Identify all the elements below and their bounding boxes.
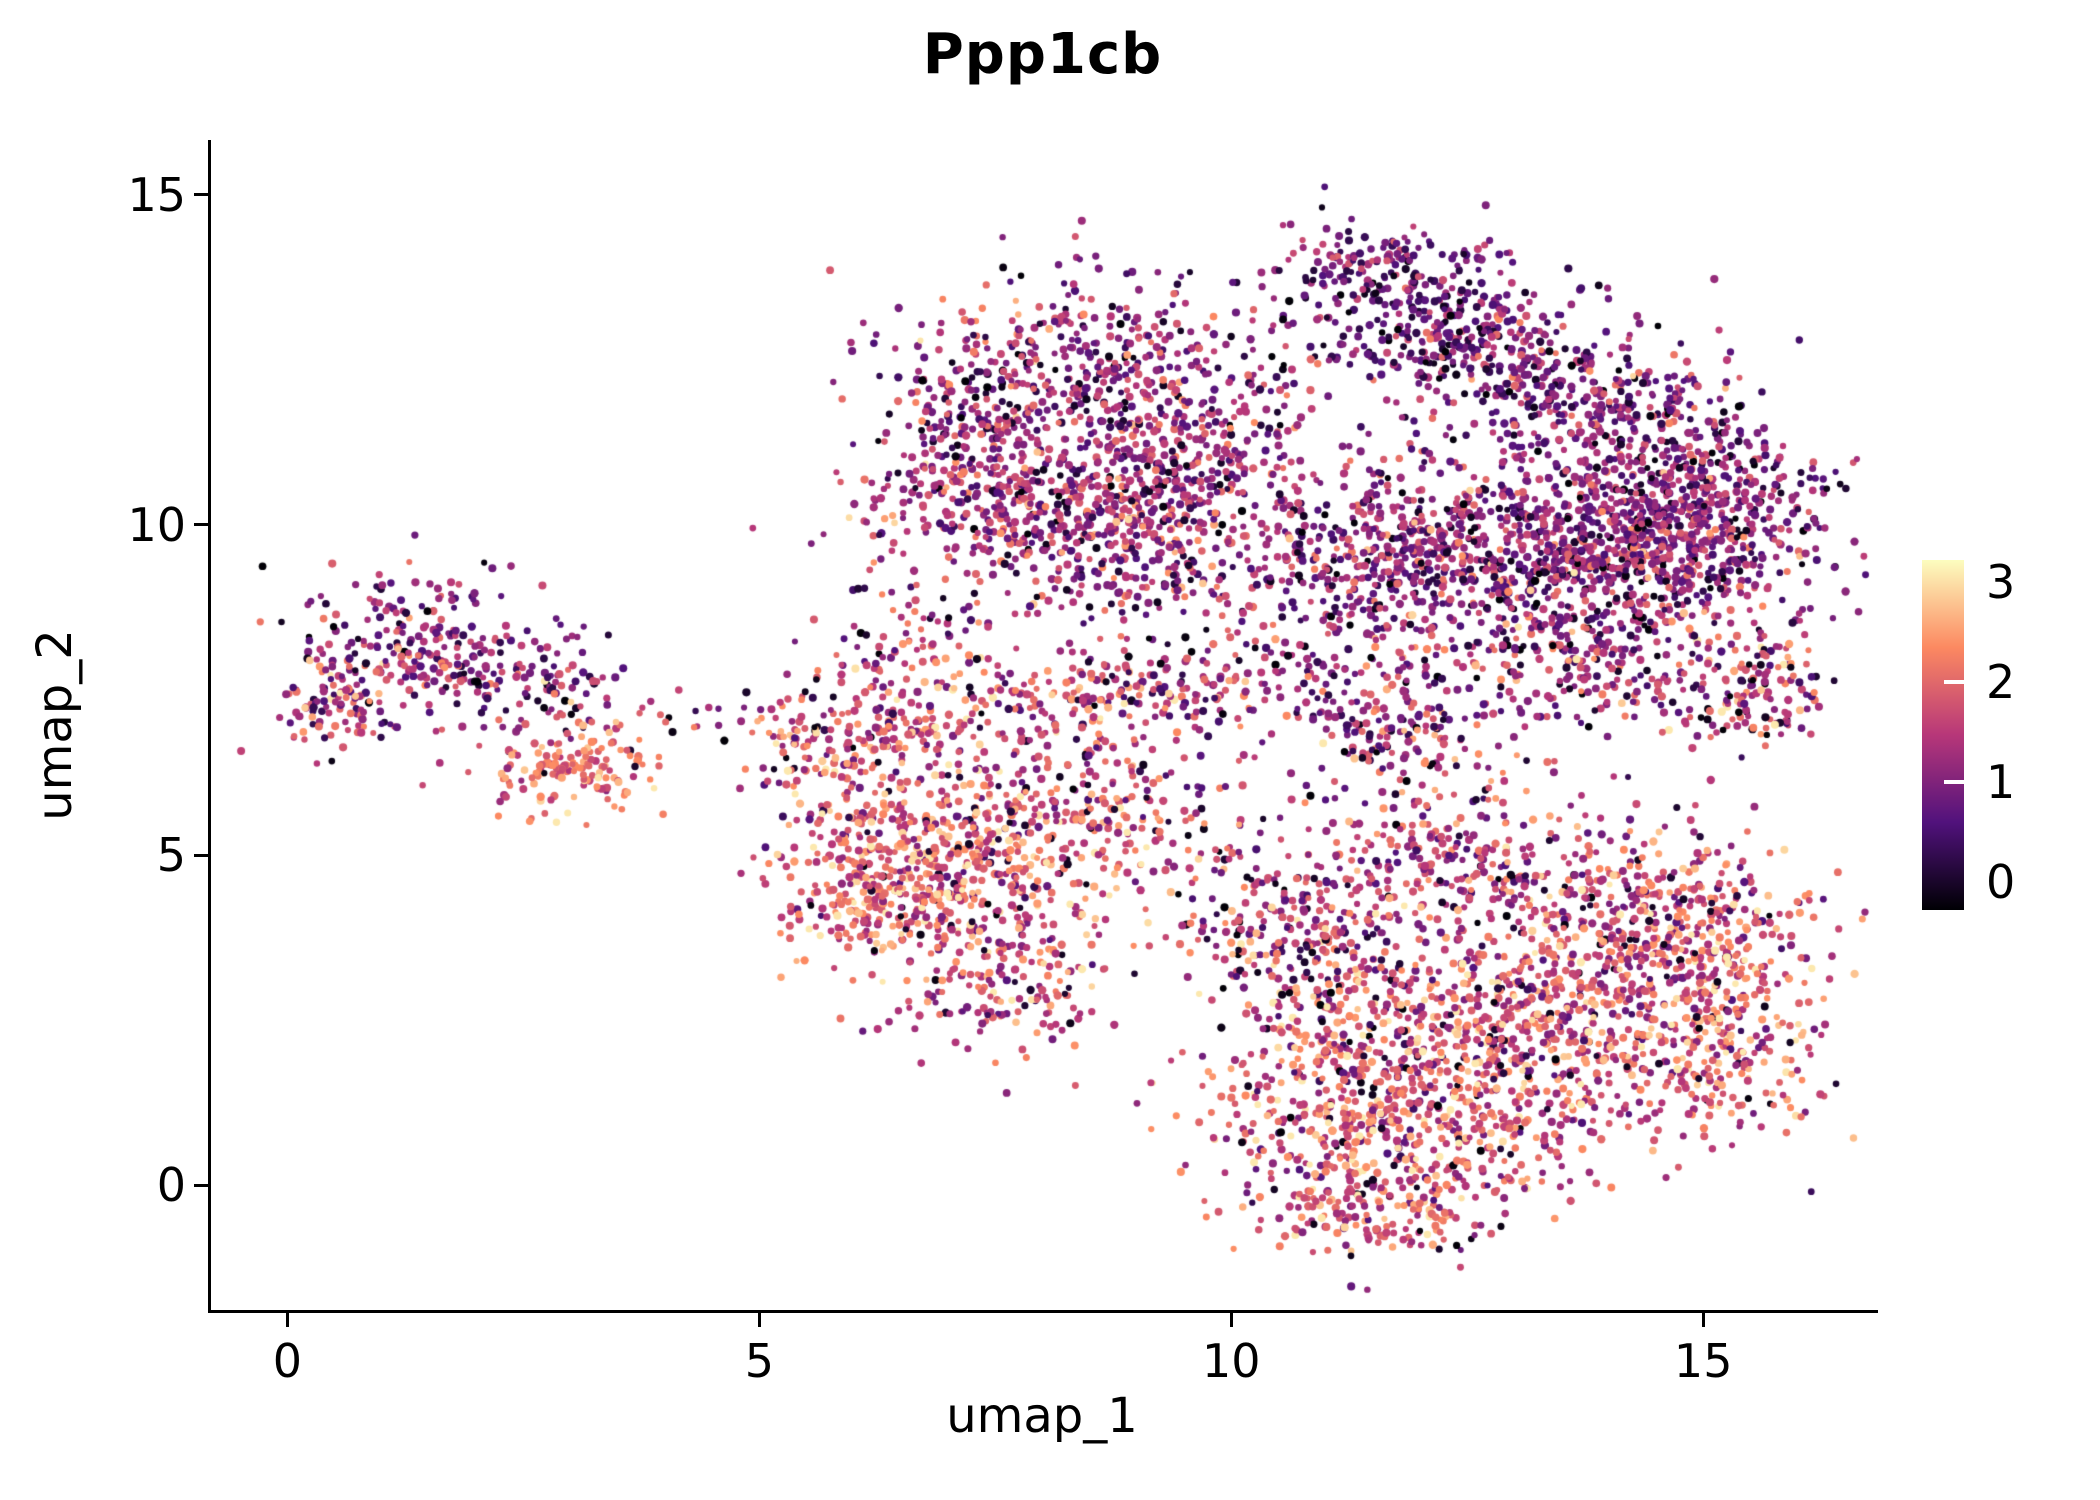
y-axis-line xyxy=(208,140,211,1313)
x-tick-label: 15 xyxy=(1673,1334,1733,1388)
y-tick-mark xyxy=(194,523,208,527)
colorbar-tick-mark xyxy=(1944,780,1964,784)
colorbar-tick-label: 0 xyxy=(1986,855,2016,909)
y-tick-mark xyxy=(194,193,208,197)
y-tick-label: 10 xyxy=(127,497,186,552)
x-tick-label: 10 xyxy=(1201,1334,1261,1388)
y-tick-mark xyxy=(194,1183,208,1187)
x-tick-mark xyxy=(1701,1313,1705,1327)
x-axis-line xyxy=(208,1310,1878,1313)
colorbar-tick-label: 3 xyxy=(1986,555,2016,609)
colorbar-gradient xyxy=(1922,560,1964,910)
y-tick-label: 15 xyxy=(127,167,186,222)
y-tick-label: 0 xyxy=(156,1158,186,1213)
colorbar-tick-label: 1 xyxy=(1986,755,2016,809)
y-tick-label: 5 xyxy=(156,828,186,883)
colorbar-tick-mark xyxy=(1944,680,1964,684)
x-axis-title: umap_1 xyxy=(946,1388,1138,1444)
x-tick-mark xyxy=(757,1313,761,1327)
plot-title: Ppp1cb xyxy=(922,22,1163,87)
x-tick-mark xyxy=(285,1313,289,1327)
y-axis-title: umap_2 xyxy=(27,629,83,821)
x-tick-label: 0 xyxy=(272,1334,303,1388)
y-tick-mark xyxy=(194,853,208,857)
x-tick-label: 5 xyxy=(744,1334,774,1388)
colorbar-tick-label: 2 xyxy=(1986,655,2016,709)
x-tick-mark xyxy=(1229,1313,1233,1327)
